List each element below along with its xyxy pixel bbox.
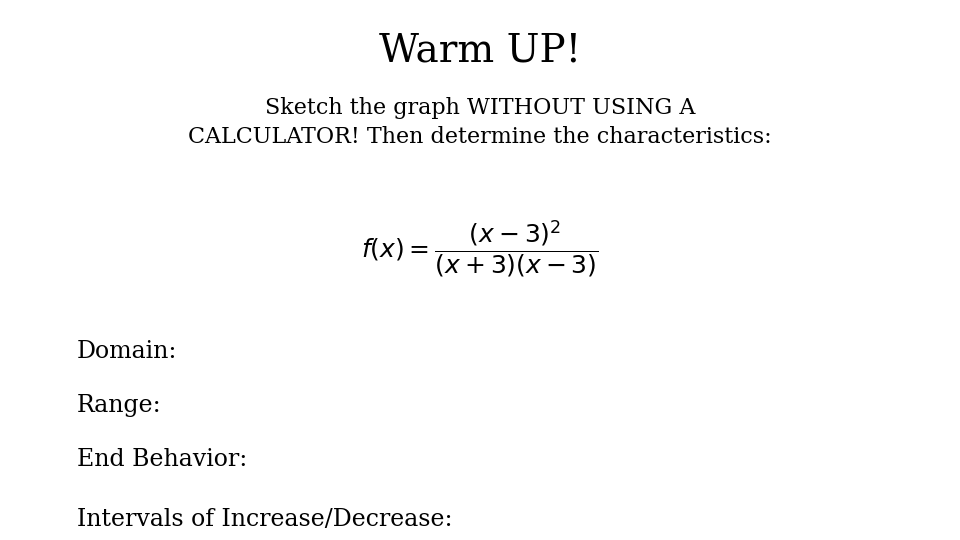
Text: Range:: Range: (77, 394, 161, 417)
Text: $f(x) = \dfrac{(x-3)^2}{(x+3)(x-3)}$: $f(x) = \dfrac{(x-3)^2}{(x+3)(x-3)}$ (361, 219, 599, 280)
Text: Sketch the graph WITHOUT USING A
CALCULATOR! Then determine the characteristics:: Sketch the graph WITHOUT USING A CALCULA… (188, 97, 772, 148)
Text: Domain:: Domain: (77, 340, 178, 363)
Text: Warm UP!: Warm UP! (379, 32, 581, 70)
Text: Intervals of Increase/Decrease:: Intervals of Increase/Decrease: (77, 508, 452, 531)
Text: End Behavior:: End Behavior: (77, 448, 247, 471)
